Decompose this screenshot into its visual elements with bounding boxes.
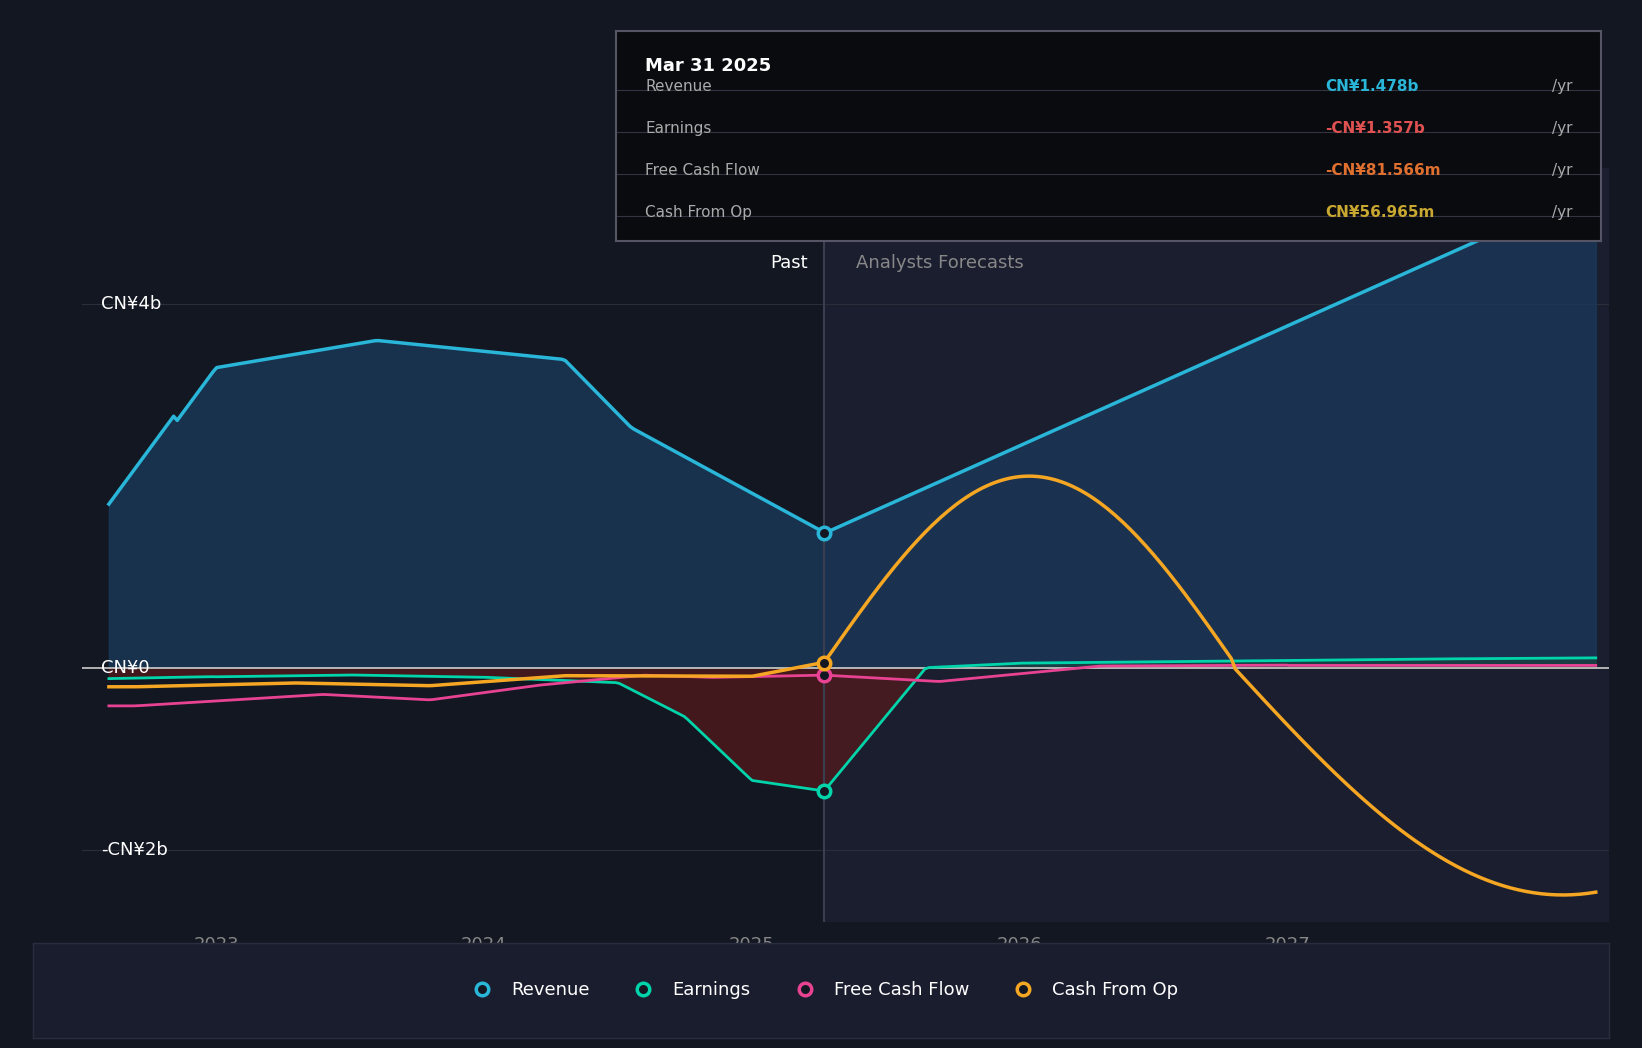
Text: /yr: /yr [1552, 80, 1571, 94]
Legend: Revenue, Earnings, Free Cash Flow, Cash From Op: Revenue, Earnings, Free Cash Flow, Cash … [455, 973, 1187, 1008]
Text: Free Cash Flow: Free Cash Flow [645, 163, 760, 178]
Text: CN¥4b: CN¥4b [100, 296, 161, 313]
Text: /yr: /yr [1552, 122, 1571, 136]
Text: Revenue: Revenue [645, 80, 713, 94]
Text: Earnings: Earnings [645, 122, 711, 136]
Text: Analysts Forecasts: Analysts Forecasts [857, 254, 1025, 272]
Text: CN¥56.965m: CN¥56.965m [1325, 205, 1435, 220]
Text: Past: Past [770, 254, 808, 272]
Text: /yr: /yr [1552, 205, 1571, 220]
Text: -CN¥1.357b: -CN¥1.357b [1325, 122, 1425, 136]
Text: Mar 31 2025: Mar 31 2025 [645, 57, 772, 74]
Text: CN¥0: CN¥0 [100, 659, 149, 677]
Text: CN¥1.478b: CN¥1.478b [1325, 80, 1419, 94]
Bar [824, 168, 1609, 922]
Text: -CN¥81.566m: -CN¥81.566m [1325, 163, 1440, 178]
Text: Cash From Op: Cash From Op [645, 205, 752, 220]
Text: /yr: /yr [1552, 163, 1571, 178]
Text: -CN¥2b: -CN¥2b [100, 840, 167, 858]
